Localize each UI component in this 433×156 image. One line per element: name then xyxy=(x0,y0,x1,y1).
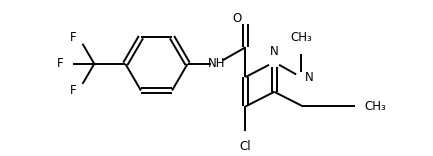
Text: F: F xyxy=(56,57,63,70)
Text: CH₃: CH₃ xyxy=(290,31,312,44)
Text: NH: NH xyxy=(208,57,225,70)
Text: N: N xyxy=(270,46,279,58)
Text: O: O xyxy=(233,12,242,25)
Text: F: F xyxy=(70,31,77,44)
Text: Cl: Cl xyxy=(239,140,251,153)
Text: CH₃: CH₃ xyxy=(365,100,386,113)
Text: F: F xyxy=(70,84,77,97)
Text: N: N xyxy=(304,71,313,84)
